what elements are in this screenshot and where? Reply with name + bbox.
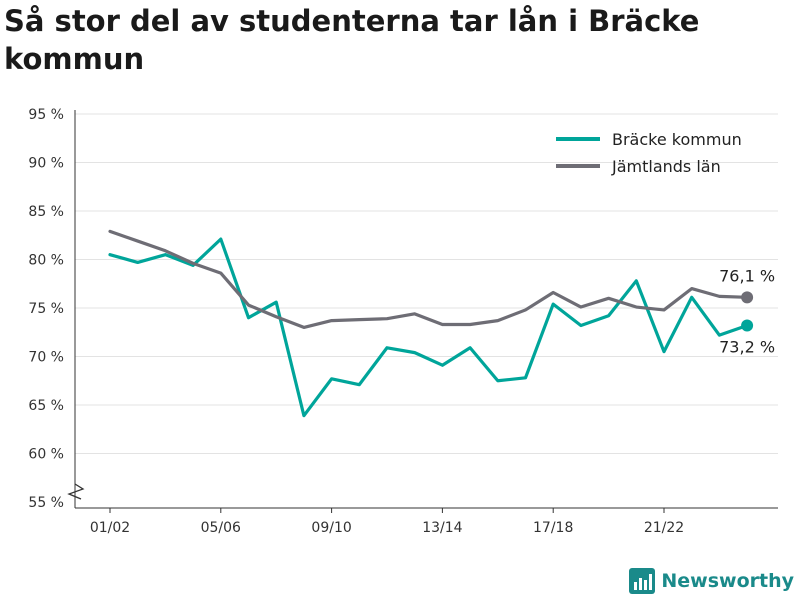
legend-label: Jämtlands län — [611, 157, 721, 176]
brand-logo: Newsworthy — [629, 568, 794, 594]
end-value-label: 73,2 % — [719, 337, 775, 356]
series-end-point — [741, 291, 754, 304]
y-tick-label: 65 % — [28, 398, 64, 414]
x-tick-label: 17/18 — [533, 520, 573, 536]
x-tick-label: 21/22 — [644, 520, 684, 536]
end-labels: 73,2 % 76,1 % — [719, 266, 775, 356]
y-tick-label: 85 % — [28, 204, 64, 220]
x-tick-label: 01/02 — [90, 520, 130, 536]
chart-title: Så stor del av studenterna tar lån i Brä… — [4, 4, 700, 76]
axes: 55 % 60 % 65 % 70 % 75 % 80 % 85 % 90 % 95 % 01/0… — [28, 107, 778, 536]
y-tick-label: 55 % — [28, 495, 64, 511]
y-tick-label: 90 % — [28, 156, 64, 172]
y-tick-label: 60 % — [28, 447, 64, 463]
y-tick-label: 75 % — [28, 301, 64, 317]
y-tick-label: 95 % — [28, 107, 64, 123]
legend: Bräcke kommun Jämtlands län — [556, 130, 742, 176]
series-line — [108, 237, 749, 418]
series-end-point — [741, 319, 754, 332]
axis-break-icon — [67, 483, 85, 500]
x-tick-label: 05/06 — [201, 520, 241, 536]
x-tick-label: 13/14 — [422, 520, 462, 536]
series-line — [108, 229, 749, 329]
y-tick-label: 70 % — [28, 350, 64, 366]
series-lines — [108, 229, 754, 418]
brand-name: Newsworthy — [661, 570, 794, 592]
legend-label: Bräcke kommun — [612, 130, 742, 149]
end-value-label: 76,1 % — [719, 266, 775, 285]
newsworthy-logo-icon — [629, 568, 656, 594]
x-tick-label: 09/10 — [311, 520, 351, 536]
y-tick-label: 80 % — [28, 253, 64, 269]
